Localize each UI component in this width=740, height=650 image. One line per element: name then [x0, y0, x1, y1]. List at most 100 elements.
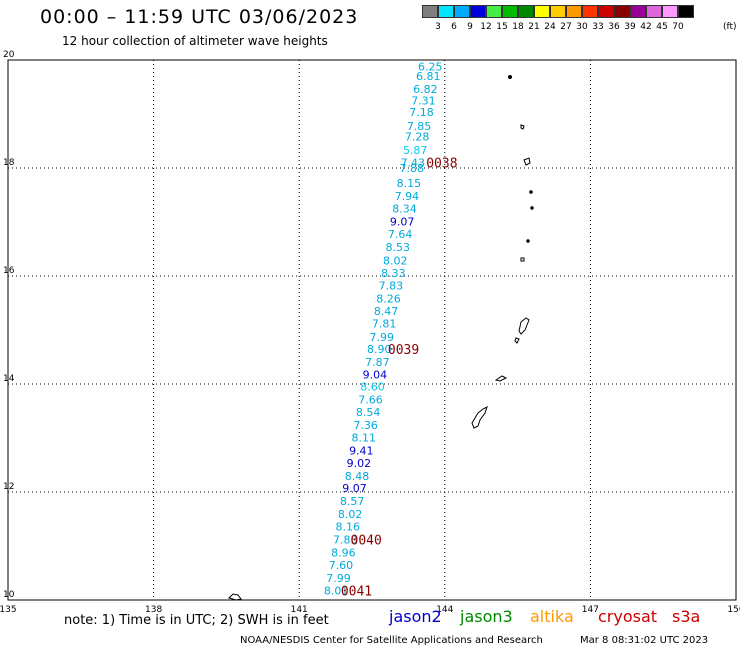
- legend-swatch: [486, 5, 502, 18]
- map-subtitle: 12 hour collection of altimeter wave hei…: [62, 34, 328, 48]
- satellite-name: jason2: [389, 607, 442, 626]
- wave-height-value: 8.15: [397, 177, 422, 190]
- island-anatahan: [526, 239, 530, 243]
- legend-swatch: [518, 5, 534, 18]
- legend-label: 70: [672, 22, 684, 32]
- footer-date: Mar 8 08:31:02 UTC 2023: [580, 635, 709, 646]
- wave-height-value: 7.36: [353, 419, 378, 432]
- wave-height-value: 8.53: [385, 241, 410, 254]
- map-title: 00:00 – 11:59 UTC 03/06/2023: [40, 6, 359, 28]
- legend-swatch: [646, 5, 662, 18]
- island-guguan: [529, 190, 533, 194]
- track-time-label: 0040: [351, 534, 382, 549]
- legend-label: 6: [451, 22, 457, 32]
- satellite-name: cryosat: [598, 607, 658, 626]
- wave-height-value: 8.34: [392, 203, 417, 216]
- legend-labels: 3 6 9 12 15 18 21 24 27 30 33 36 39 42 45 70: [422, 22, 740, 36]
- tick-labels: 135 138 141 144 147 150 20 18 16 14 12 10: [0, 50, 740, 615]
- wave-height-value: 8.48: [345, 470, 370, 483]
- legend-label: 3: [435, 22, 441, 32]
- track-time-label: 0041: [341, 584, 372, 599]
- wave-height-value: 7.83: [333, 534, 358, 547]
- legend-swatch: [582, 5, 598, 18]
- wave-height-value: 7.28: [405, 131, 430, 144]
- x-tick-label: 150: [727, 605, 740, 615]
- legend-swatch: [438, 5, 454, 18]
- y-tick-label: 20: [3, 50, 15, 60]
- legend-label: 42: [640, 22, 652, 32]
- wave-height-value: 7.18: [409, 106, 434, 119]
- x-tick-label: 135: [0, 605, 17, 615]
- wave-height-value: 7.64: [388, 228, 413, 241]
- wave-height-value: 7.60: [329, 559, 354, 572]
- islands: [228, 75, 534, 601]
- legend-unit: (ft): [723, 22, 737, 32]
- legend-label: 24: [544, 22, 556, 32]
- y-tick-label: 12: [3, 482, 14, 492]
- x-tick-label: 144: [436, 605, 453, 615]
- wave-height-value: 7.83: [379, 280, 404, 293]
- satellite-name: jason3: [460, 607, 513, 626]
- legend-label: 45: [656, 22, 668, 32]
- footer-credit: NOAA/NESDIS Center for Satellite Applica…: [240, 635, 543, 646]
- legend-label: 18: [512, 22, 524, 32]
- wave-height-value: 9.02: [347, 457, 372, 470]
- wave-height-value: 7.87: [365, 356, 390, 369]
- wave-height-value: 8.47: [374, 305, 399, 318]
- wave-height-value: 9.07: [390, 215, 415, 228]
- legend-swatch: [598, 5, 614, 18]
- legend-label: 21: [528, 22, 540, 32]
- wave-height-value: 8.01: [324, 584, 349, 597]
- y-tick-label: 16: [3, 266, 15, 276]
- legend-swatch: [422, 5, 438, 18]
- wave-height-value: 9.41: [349, 444, 374, 457]
- wave-height-value: 9.04: [363, 368, 388, 381]
- map-frame: [7, 59, 737, 601]
- legend-swatch: [662, 5, 678, 18]
- wave-height-value: 9.07: [342, 482, 367, 495]
- y-tick-label: 14: [3, 374, 15, 384]
- legend-label: 33: [592, 22, 604, 32]
- island-sarigan: [530, 206, 534, 210]
- wave-height-value: 6.82: [413, 83, 438, 96]
- track-times: 0038 0039 0040 0041: [341, 157, 458, 600]
- wave-height-value: 7.94: [395, 190, 420, 203]
- legend-swatch: [678, 5, 694, 18]
- wave-height-value: 8.54: [356, 406, 381, 419]
- wave-height-value: 7.99: [326, 572, 351, 585]
- gridlines: [8, 60, 736, 600]
- x-tick-label: 141: [291, 605, 308, 615]
- wave-height-value: 8.60: [360, 381, 385, 394]
- wave-height-value: 8.96: [331, 546, 356, 559]
- island-tinian: [514, 337, 520, 344]
- wave-height-value: 8.11: [351, 431, 376, 444]
- legend-label: 30: [576, 22, 588, 32]
- legend-swatch: [614, 5, 630, 18]
- wave-height-value: 7.31: [411, 95, 436, 108]
- legend-label: 39: [624, 22, 636, 32]
- wave-height-value: 7.85: [407, 120, 432, 133]
- y-tick-label: 18: [3, 158, 15, 168]
- wave-height-value: 7.99: [369, 331, 394, 344]
- wave-height-value: 6.81: [416, 70, 441, 83]
- island-farallon: [508, 75, 512, 79]
- island-saipan: [518, 317, 530, 335]
- wave-height-value: 8.02: [338, 508, 363, 521]
- wave-height-value: 8.57: [340, 495, 365, 508]
- wave-height-value: 7.88: [400, 162, 425, 175]
- legend-swatch: [566, 5, 582, 18]
- legend-label: 15: [496, 22, 508, 32]
- wave-height-value: 8.90: [367, 343, 392, 356]
- legend-label: 12: [480, 22, 492, 32]
- wave-height-value: 6.25: [418, 60, 443, 73]
- wave-height-value: 7.43: [401, 157, 426, 170]
- wave-height-value: 8.26: [376, 293, 401, 306]
- satellite-name: altika: [530, 607, 574, 626]
- wave-height-value: 5.87: [403, 144, 428, 157]
- wave-height-value: 8.16: [335, 521, 360, 534]
- legend-swatches: [422, 5, 694, 18]
- legend-swatch: [502, 5, 518, 18]
- legend-swatch: [534, 5, 550, 18]
- wave-height-legend: 3 6 9 12 15 18 21 24 27 30 33 36 39 42 45 70 (ft): [422, 5, 737, 32]
